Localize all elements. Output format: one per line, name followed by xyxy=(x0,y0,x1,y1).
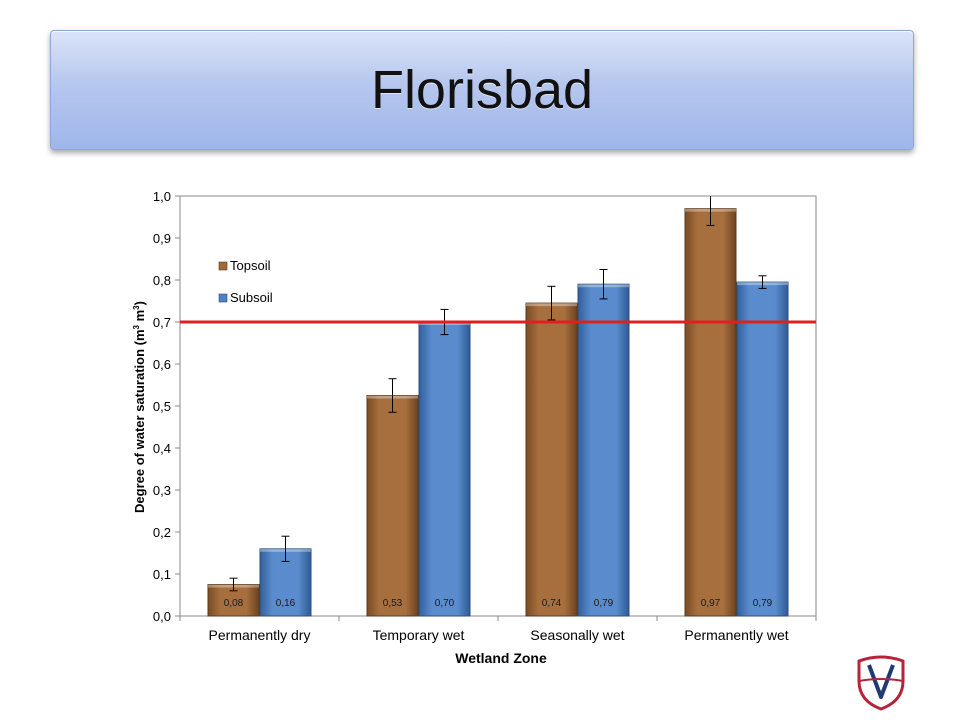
bar-topsoil xyxy=(525,302,578,617)
bar-value-label: 0,16 xyxy=(276,598,296,609)
bar-topsoil xyxy=(684,208,737,617)
y-tick-label: 1,0 xyxy=(153,189,171,204)
y-tick-label: 0,6 xyxy=(153,357,171,372)
y-axis-title-end: ) xyxy=(132,301,147,305)
bar-subsoil xyxy=(577,283,630,617)
bar-topsoil xyxy=(207,584,260,617)
y-tick-label: 0,9 xyxy=(153,231,171,246)
bar-topsoil xyxy=(366,395,419,617)
y-tick-label: 0,8 xyxy=(153,273,171,288)
x-category-label: Permanently wet xyxy=(684,627,788,643)
bar-value-label: 0,70 xyxy=(435,598,455,609)
x-category-label: Temporary wet xyxy=(373,627,465,643)
bar-subsoil xyxy=(418,321,471,617)
bar-value-label: 0,74 xyxy=(542,598,562,609)
x-axis: Permanently dry Temporary wet Seasonally w… xyxy=(179,616,817,643)
bar-value-labels: 0,08 0,16 0,53 0,70 0,74 0,79 0,97 0,79 xyxy=(224,598,773,609)
bar-subsoil xyxy=(736,281,789,617)
title-banner: Florisbad xyxy=(50,30,914,150)
error-bars xyxy=(229,196,767,592)
legend: Topsoil Subsoil xyxy=(218,258,273,305)
y-axis-title: Degree of water saturation (m3 m3) xyxy=(132,301,147,513)
legend-label-topsoil: Topsoil xyxy=(230,258,271,273)
y-tick-label: 0,7 xyxy=(153,315,171,330)
y-axis-title-sup2: 3 xyxy=(132,305,141,310)
y-tick-label: 0,0 xyxy=(153,609,171,624)
bar-value-label: 0,79 xyxy=(594,598,614,609)
y-tick-label: 0,1 xyxy=(153,567,171,582)
university-logo-icon xyxy=(857,655,905,711)
y-tick-label: 0,3 xyxy=(153,483,171,498)
y-tick-label: 0,4 xyxy=(153,441,171,456)
legend-swatch-topsoil xyxy=(218,261,228,271)
legend-swatch-subsoil xyxy=(218,293,228,303)
bar-value-label: 0,79 xyxy=(753,598,773,609)
y-axis-title-mid: m xyxy=(132,310,147,325)
legend-label-subsoil: Subsoil xyxy=(230,290,273,305)
y-axis-title-main: Degree of water saturation (m xyxy=(132,329,147,513)
bar-value-label: 0,08 xyxy=(224,598,244,609)
y-axis: 0,0 0,1 0,2 0,3 0,4 0,5 0,6 0,7 0,8 0,9 1,0 xyxy=(153,189,180,624)
y-tick-label: 0,5 xyxy=(153,399,171,414)
y-tick-label: 0,2 xyxy=(153,525,171,540)
bar-value-label: 0,97 xyxy=(701,598,721,609)
x-axis-title: Wetland Zone xyxy=(455,650,547,666)
x-category-label: Seasonally wet xyxy=(530,627,624,643)
y-axis-title-sup1: 3 xyxy=(132,324,141,329)
bar-value-label: 0,53 xyxy=(383,598,403,609)
x-category-label: Permanently dry xyxy=(209,627,311,643)
slide-title: Florisbad xyxy=(370,60,594,120)
bars xyxy=(207,208,789,617)
